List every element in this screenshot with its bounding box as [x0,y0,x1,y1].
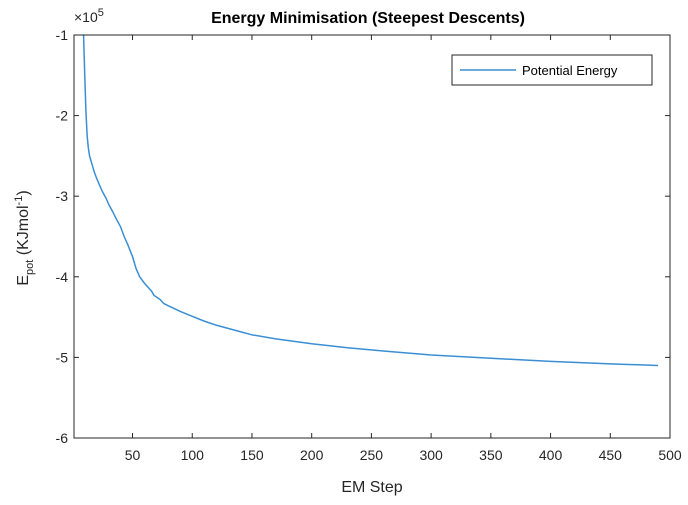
series-line-potential-energy [82,34,659,367]
chart-title: Energy Minimisation (Steepest Descents) [211,10,525,27]
x-axis-label: EM Step [341,479,402,496]
x-tick-label: 250 [360,447,384,463]
x-tick-label: 350 [479,447,503,463]
y-axis-label-close: ) [15,190,32,195]
x-tick-label: 150 [240,447,264,463]
legend-entry-potential-energy: Potential Energy [522,63,618,78]
y-axis-label-main: E [15,275,32,286]
y-exponent-power: 5 [98,7,104,19]
y-exponent-base: ×10 [74,9,98,25]
plot-area [74,35,670,438]
x-tick-label: 100 [181,447,205,463]
y-exponent-label: ×105 [74,7,104,25]
y-tick-label: -1 [56,27,69,43]
y-tick-label: -5 [56,349,69,365]
y-tick-label: -6 [56,430,69,446]
y-tick-label: -4 [56,269,69,285]
y-axis-label-sub: pot [24,260,36,275]
x-axis-ticks: 50 100 150 200 250 300 350 400 450 500 [125,35,682,463]
legend: Potential Energy [451,54,653,86]
x-tick-label: 300 [419,447,443,463]
y-tick-label: -2 [56,108,69,124]
y-axis-label-rest: (KJmol [15,205,32,259]
x-tick-label: 400 [539,447,563,463]
x-tick-label: 50 [125,447,141,463]
x-tick-label: 500 [658,447,682,463]
y-axis-label-sup: -1 [13,196,25,206]
y-tick-label: -3 [56,188,69,204]
x-tick-label: 200 [300,447,324,463]
plot-frame [73,34,671,439]
y-axis-label: Epot (KJmol-1) [13,190,36,285]
series-layer [82,34,659,367]
x-tick-label: 450 [599,447,623,463]
